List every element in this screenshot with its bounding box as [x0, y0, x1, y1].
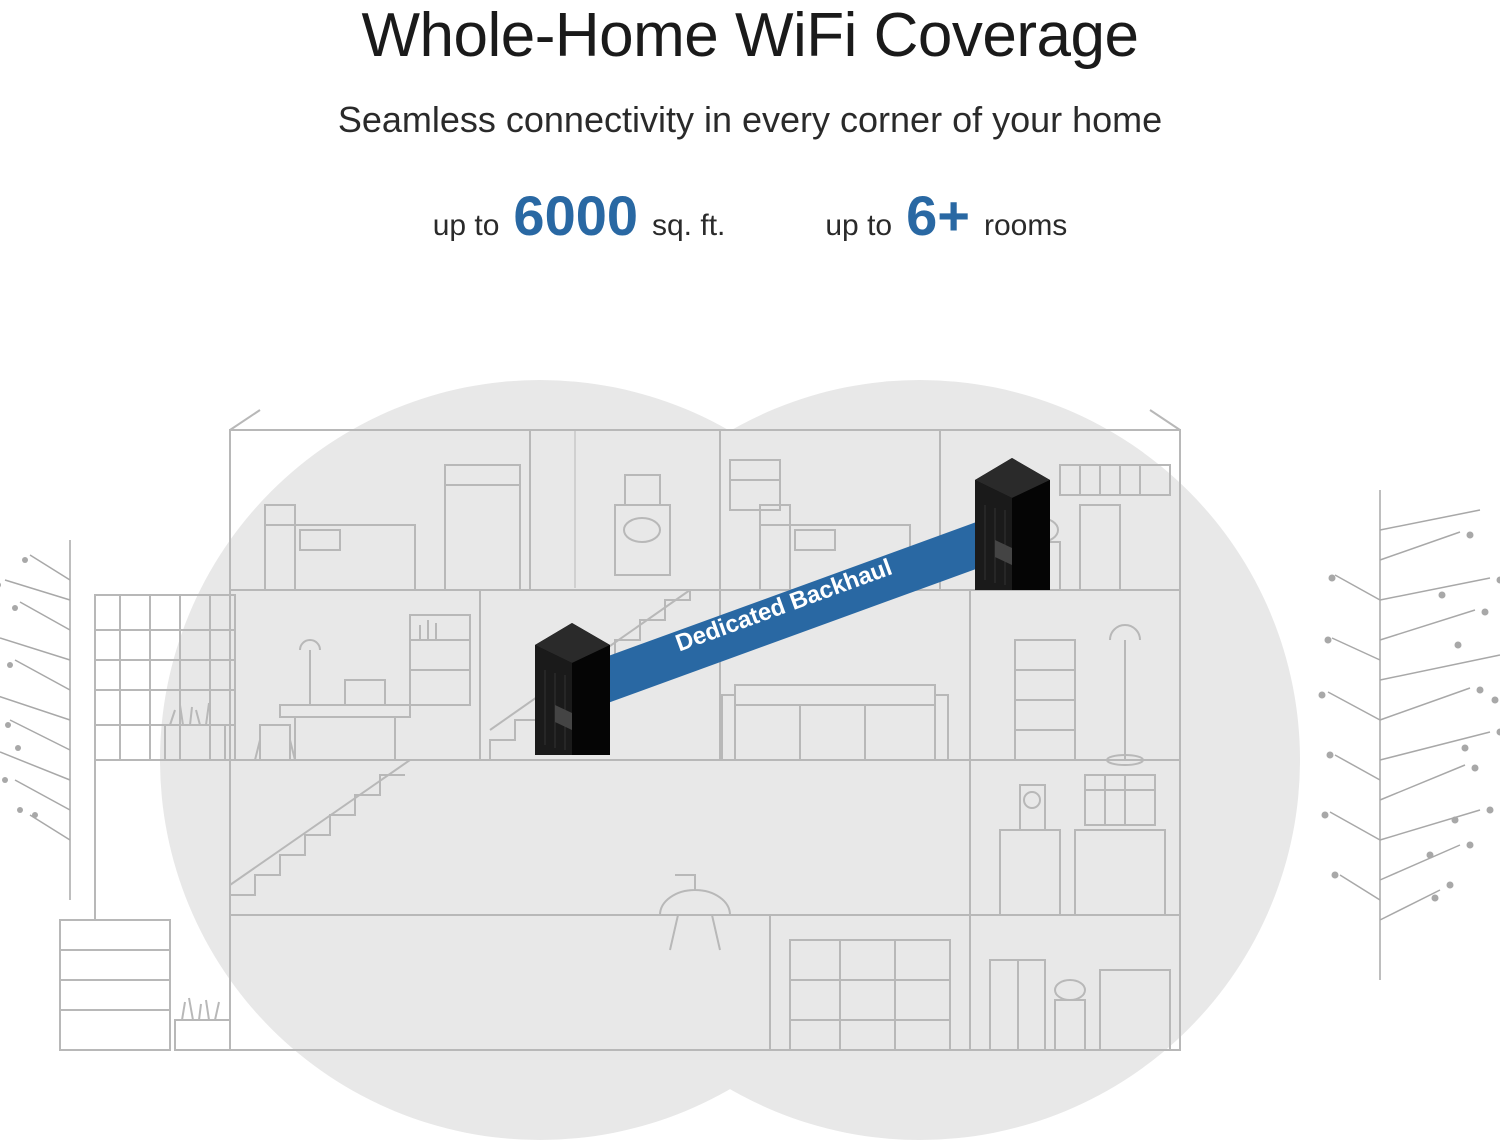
stat-prefix: up to [433, 209, 500, 243]
stat-value: 6000 [513, 183, 638, 248]
house-diagram: Dedicated Backhaul [0, 330, 1500, 1132]
stat-unit: rooms [984, 209, 1067, 243]
stat-unit: sq. ft. [652, 209, 725, 243]
stats-row: up to 6000 sq. ft. up to 6+ rooms [0, 183, 1500, 248]
stat-prefix: up to [825, 209, 892, 243]
stat-value: 6+ [906, 183, 970, 248]
page-subtitle: Seamless connectivity in every corner of… [0, 99, 1500, 141]
router-right [965, 450, 1060, 595]
tree-left [0, 500, 130, 900]
tree-right [1310, 460, 1500, 980]
router-left [525, 615, 620, 760]
page-title: Whole-Home WiFi Coverage [0, 0, 1500, 71]
stat-rooms: up to 6+ rooms [825, 183, 1067, 248]
stat-sqft: up to 6000 sq. ft. [433, 183, 726, 248]
header: Whole-Home WiFi Coverage Seamless connec… [0, 0, 1500, 248]
house-illustration [0, 330, 1500, 1132]
